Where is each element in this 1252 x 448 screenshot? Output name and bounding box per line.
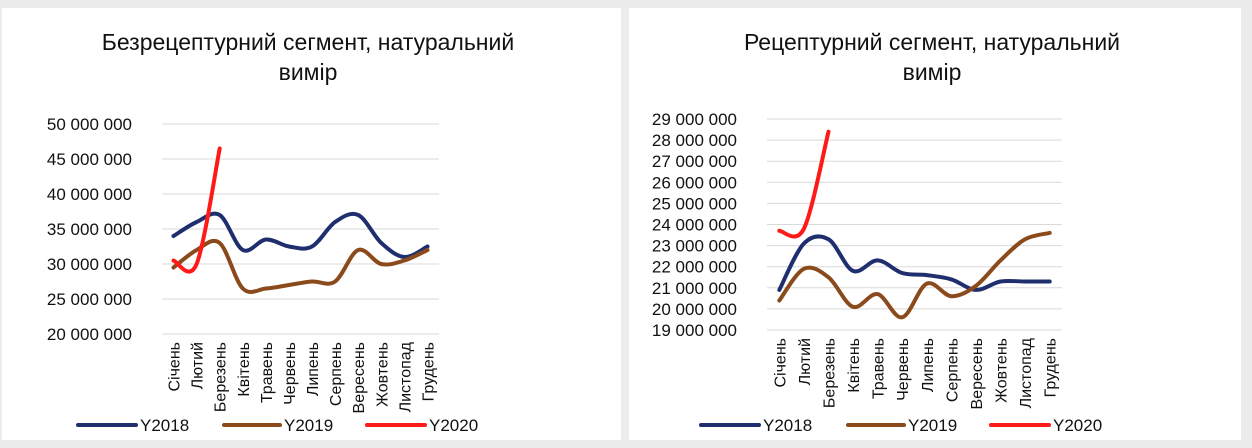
- x-tick-label: Лютий: [797, 338, 814, 385]
- legend-label: Y2019: [908, 416, 957, 435]
- series-line-y2019: [777, 230, 1052, 320]
- series-line-y2020: [777, 129, 831, 239]
- legend-label: Y2019: [284, 416, 333, 435]
- chart-title-line: вимір: [903, 59, 962, 85]
- y-tick-label: 25 000 000: [47, 290, 132, 309]
- x-tick-label: Квітень: [846, 338, 863, 393]
- chart-title-line: Безрецептурний сегмент, натуральний: [102, 29, 514, 55]
- chart-panel-rx: Рецептурний сегмент, натуральний вимір 19 …: [629, 8, 1241, 440]
- x-tick-label: Червень: [282, 342, 299, 405]
- y-tick-label: 50 000 000: [47, 115, 132, 134]
- x-tick-label: Грудень: [1043, 338, 1060, 397]
- y-tick-label: 22 000 000: [652, 258, 737, 277]
- x-tick-label: Липень: [920, 338, 937, 392]
- series-line-y2019: [171, 238, 430, 294]
- x-tick-label: Квітень: [236, 342, 253, 397]
- chart-otc-svg: Безрецептурний сегмент, натуральний вимір…: [47, 29, 514, 435]
- series-line-y2020: [171, 146, 222, 274]
- x-tick-label: Січень: [167, 342, 184, 392]
- legend-label: Y2020: [429, 416, 478, 435]
- legend-label: Y2020: [1053, 416, 1102, 435]
- y-tick-label: 29 000 000: [652, 110, 737, 129]
- y-tick-label: 27 000 000: [652, 152, 737, 171]
- chart-rx-svg: Рецептурний сегмент, натуральний вимір 19 …: [652, 29, 1120, 435]
- y-tick-label: 21 000 000: [652, 279, 737, 298]
- x-tick-label: Жовтень: [374, 342, 391, 407]
- x-tick-label: Грудень: [420, 342, 437, 401]
- x-tick-label: Серпень: [328, 342, 345, 406]
- chart-panel-otc: Безрецептурний сегмент, натуральний вимір…: [2, 8, 621, 440]
- x-tick-label: Серпень: [944, 338, 961, 402]
- y-tick-label: 40 000 000: [47, 185, 132, 204]
- x-tick-label: Березень: [821, 338, 838, 408]
- x-tick-label: Листопад: [397, 341, 414, 412]
- x-tick-label: Липень: [305, 342, 322, 396]
- y-tick-label: 30 000 000: [47, 255, 132, 274]
- y-tick-label: 35 000 000: [47, 220, 132, 239]
- x-tick-label: Травень: [259, 342, 276, 403]
- x-tick-label: Травень: [871, 338, 888, 399]
- x-tick-label: Вересень: [969, 338, 986, 409]
- y-tick-label: 20 000 000: [47, 325, 132, 344]
- y-tick-label: 26 000 000: [652, 173, 737, 192]
- x-tick-label: Лютий: [190, 342, 207, 389]
- chart-title-line: вимір: [279, 59, 338, 85]
- y-tick-label: 24 000 000: [652, 216, 737, 235]
- legend-label: Y2018: [763, 416, 812, 435]
- y-tick-label: 23 000 000: [652, 237, 737, 256]
- y-tick-label: 28 000 000: [652, 131, 737, 150]
- x-tick-label: Вересень: [351, 342, 368, 413]
- y-tick-label: 45 000 000: [47, 150, 132, 169]
- y-tick-label: 20 000 000: [652, 300, 737, 319]
- chart-title-line: Рецептурний сегмент, натуральний: [744, 29, 1120, 55]
- x-tick-label: Березень: [213, 342, 230, 412]
- y-tick-label: 25 000 000: [652, 194, 737, 213]
- legend-label: Y2018: [140, 416, 189, 435]
- x-tick-label: Жовтень: [994, 338, 1011, 403]
- series-line-y2018: [171, 211, 430, 259]
- y-tick-label: 19 000 000: [652, 321, 737, 340]
- x-tick-label: Січень: [772, 338, 789, 388]
- x-tick-label: Листопад: [1018, 337, 1035, 408]
- x-tick-label: Червень: [895, 338, 912, 401]
- series-line-y2018: [777, 234, 1052, 292]
